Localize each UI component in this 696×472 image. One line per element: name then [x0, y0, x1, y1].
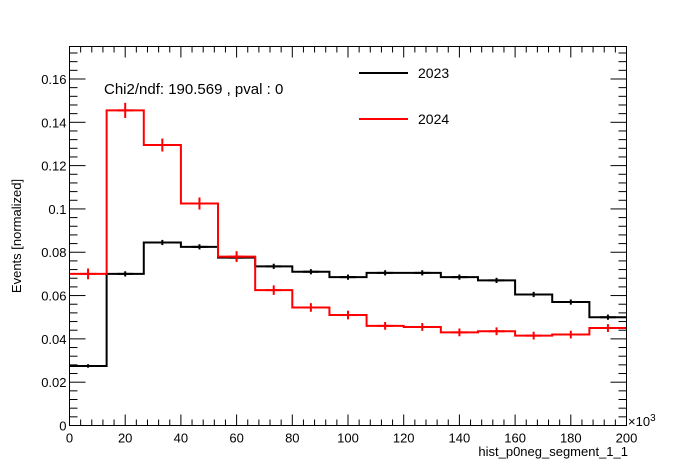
data-point-2023	[265, 263, 282, 269]
series-layer	[69, 102, 627, 368]
data-point-2023	[191, 244, 208, 250]
data-point-2023	[302, 269, 319, 275]
data-point-2023	[117, 271, 134, 277]
y-tick-label: 0.04	[41, 332, 66, 347]
data-point-2023	[154, 239, 171, 246]
x-axis-label: hist_p0neg_segment_1_1	[478, 444, 628, 459]
data-point-2024	[117, 102, 134, 118]
x-tick-label: 60	[229, 431, 243, 446]
data-point-2023	[377, 270, 394, 276]
data-point-2023	[80, 364, 97, 368]
data-point-2024	[414, 323, 431, 331]
x-tick-label: 120	[393, 431, 415, 446]
series-2024	[69, 102, 627, 340]
axis-layer: 0 20 40 60 80 100 120 140 160 180 200 0 0.02 0.04 0.06…	[41, 46, 638, 446]
y-tick-label: 0.14	[41, 115, 66, 130]
y-tick-label: 0.08	[41, 245, 66, 260]
y-axis-label: Events [normalized]	[9, 179, 24, 293]
y-tick-label: 0	[59, 419, 66, 434]
data-point-2024	[377, 321, 394, 330]
x-tick-label: 200	[616, 431, 638, 446]
data-point-2023	[562, 299, 579, 305]
data-point-2024	[80, 268, 97, 280]
y-tick-label: 0.1	[48, 202, 66, 217]
x-tick-label: 180	[560, 431, 582, 446]
data-point-2024	[228, 251, 245, 262]
y-tick-label: 0.12	[41, 159, 66, 174]
y-tick-label: 0.16	[41, 72, 66, 87]
data-point-2023	[414, 270, 431, 276]
chi2-annotation: Chi2/ndf: 190.569 , pval : 0	[104, 81, 283, 98]
data-point-2024	[525, 331, 542, 340]
legend-label-2024: 2024	[418, 111, 449, 127]
x-tick-label: 20	[118, 431, 132, 446]
x-tick-label: 40	[174, 431, 188, 446]
x-tick-label: 100	[337, 431, 359, 446]
data-point-2023	[488, 277, 505, 283]
x-multiplier-label: ×103	[628, 413, 656, 429]
data-point-2024	[340, 310, 356, 320]
data-point-2023	[599, 314, 616, 320]
x-tick-label: 0	[66, 431, 73, 446]
y-tick-label: 0.02	[41, 375, 66, 390]
data-point-2023	[451, 274, 468, 280]
data-point-2023	[340, 274, 356, 280]
data-point-2024	[302, 303, 319, 312]
legend-label-2023: 2023	[418, 65, 449, 81]
data-point-2024	[154, 138, 171, 152]
data-point-2024	[599, 324, 616, 332]
data-point-2024	[562, 330, 579, 339]
data-point-2024	[191, 197, 208, 210]
x-tick-label: 140	[449, 431, 471, 446]
data-point-2024	[451, 328, 468, 337]
x-tick-label: 160	[504, 431, 526, 446]
legend: 2023 2024	[359, 65, 449, 127]
x-tick-label: 80	[285, 431, 299, 446]
data-point-2024	[265, 285, 282, 295]
series-2023	[69, 239, 627, 368]
data-point-2023	[525, 291, 542, 298]
y-tick-label: 0.06	[41, 289, 66, 304]
data-point-2024	[488, 327, 505, 336]
